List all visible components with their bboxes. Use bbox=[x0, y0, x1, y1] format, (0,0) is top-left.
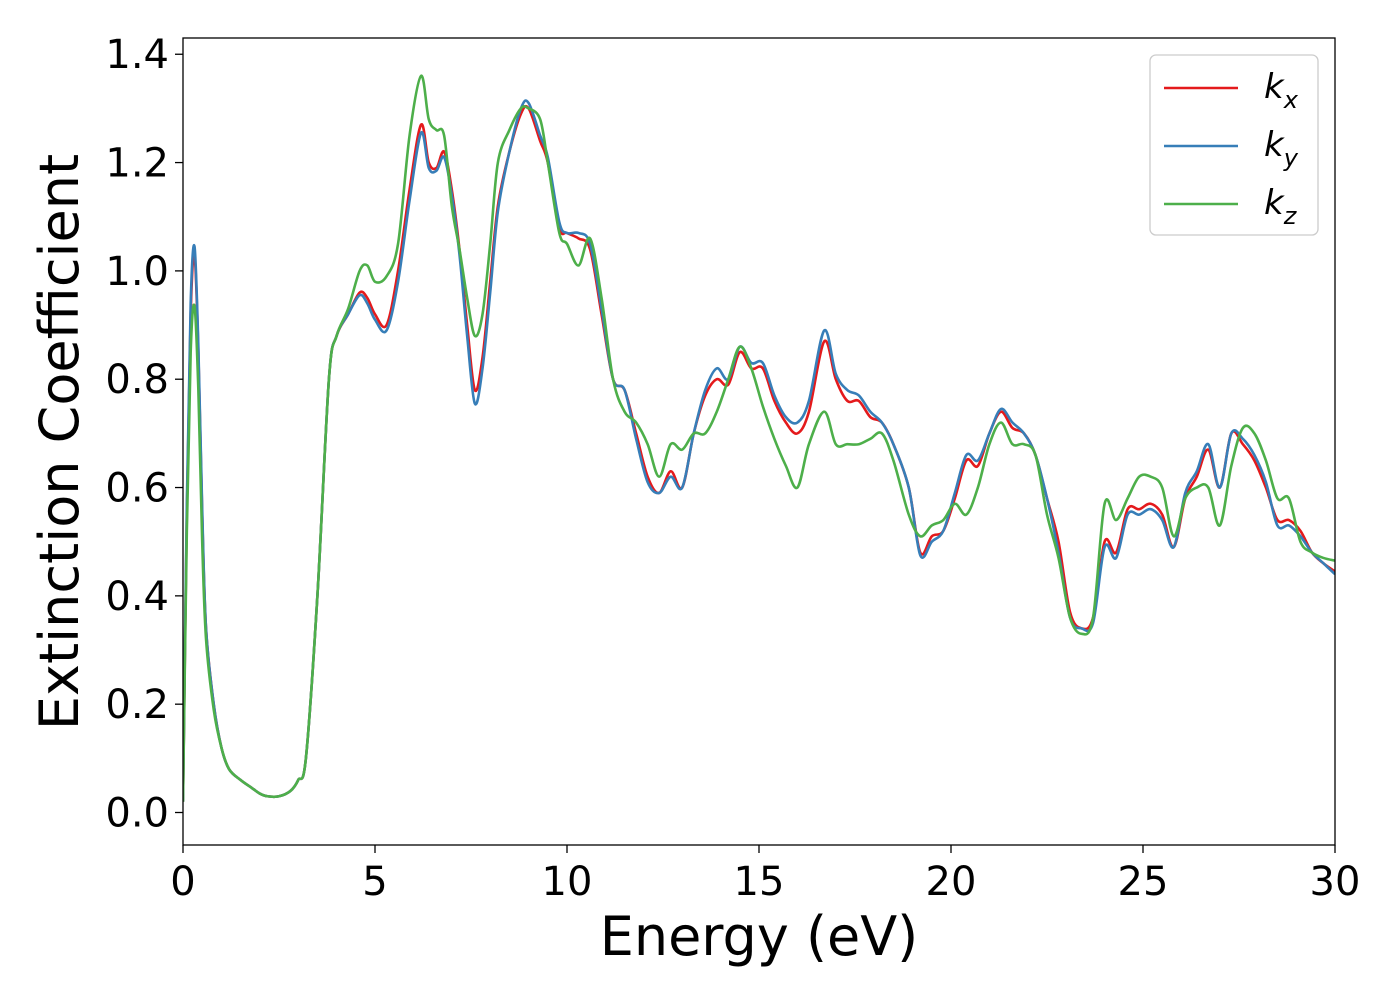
legend-label-subscript: z bbox=[1283, 202, 1298, 230]
x-tick-label: 10 bbox=[542, 859, 593, 905]
series-line-z bbox=[183, 74, 1335, 802]
legend-label-y: ky bbox=[1264, 125, 1299, 172]
x-tick-label: 0 bbox=[170, 859, 195, 905]
x-tick-label: 5 bbox=[362, 859, 387, 905]
x-tick-label: 15 bbox=[734, 859, 785, 905]
x-tick-label: 25 bbox=[1118, 859, 1169, 905]
y-tick-label: 1.2 bbox=[105, 141, 169, 187]
y-axis-ticks: 0.0 0.2 0.4 0.6 0.8 1.0 1.2 1.4 bbox=[105, 32, 183, 837]
y-tick-label: 1.0 bbox=[105, 249, 169, 295]
series-layer bbox=[183, 74, 1335, 802]
x-axis-label: Energy (eV) bbox=[600, 905, 919, 968]
legend-label-subscript: x bbox=[1283, 86, 1299, 114]
y-tick-label: 0.6 bbox=[105, 466, 169, 512]
legend-label-z: kz bbox=[1264, 183, 1298, 230]
y-tick-label: 0.4 bbox=[105, 574, 169, 620]
y-tick-label: 0.8 bbox=[105, 357, 169, 403]
legend-label-x: kx bbox=[1264, 67, 1299, 114]
y-axis-label: Extinction Coefficient bbox=[28, 154, 91, 730]
y-tick-label: 0.2 bbox=[105, 682, 169, 728]
legend-label-subscript: y bbox=[1283, 144, 1299, 172]
y-tick-label: 0.0 bbox=[105, 791, 169, 837]
legend-label-base: k bbox=[1264, 125, 1285, 165]
y-tick-label: 1.4 bbox=[105, 32, 169, 78]
x-tick-label: 30 bbox=[1310, 859, 1361, 905]
legend-label-base: k bbox=[1264, 67, 1285, 107]
legend-label-base: k bbox=[1264, 183, 1285, 223]
x-tick-label: 20 bbox=[926, 859, 977, 905]
x-axis-ticks: 0 5 10 15 20 25 30 bbox=[170, 845, 1360, 905]
